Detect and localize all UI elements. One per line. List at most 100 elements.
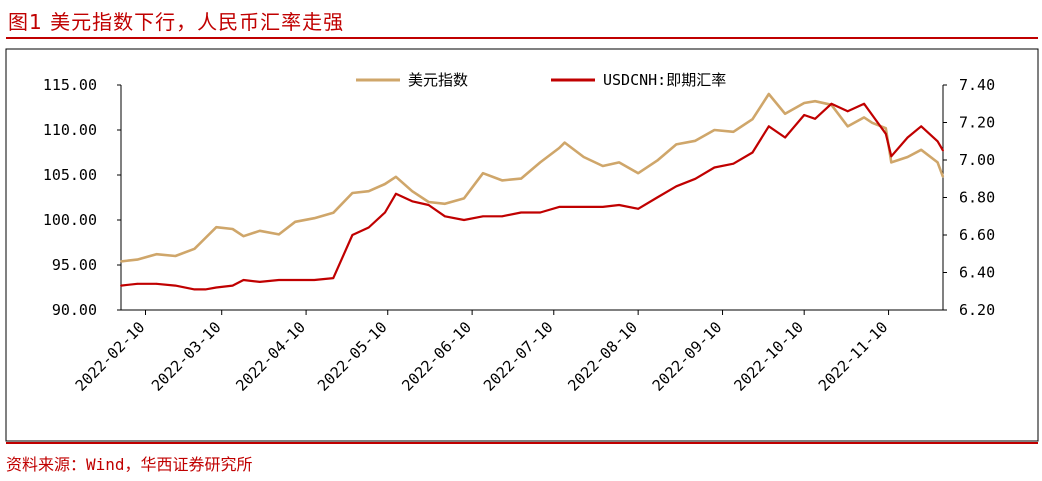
left-tick-label-5: 115.00 (43, 76, 97, 94)
x-tick-label-3: 2022-05-10 (314, 318, 391, 395)
series-1-point-45 (871, 114, 874, 116)
series-0-point-1 (136, 258, 139, 261)
series-1-point-7 (231, 284, 234, 287)
series-1-point-46 (884, 132, 887, 135)
series-1-point-47 (890, 155, 893, 158)
chart: 90.00 95.00 100.00 105.00 110.00 115.00 6.20 6.… (5, 48, 1039, 442)
series-1-point-18 (411, 200, 414, 203)
series-0-point-25 (539, 161, 542, 164)
series-1-point-19 (427, 204, 430, 206)
legend-label-1: USDCNH:即期汇率 (603, 71, 726, 89)
series-1-point-32 (656, 196, 659, 199)
series-0-point-14 (351, 192, 354, 194)
series-0-point-39 (784, 112, 786, 115)
series-1-point-30 (618, 204, 620, 206)
series-1-point-22 (482, 215, 484, 218)
x-tick-label-1: 2022-03-10 (148, 318, 225, 395)
series-0-point-51 (942, 175, 944, 178)
series-0-point-12 (313, 217, 316, 220)
series-0-point-3 (174, 255, 177, 257)
x-tick-label-9: 2022-11-10 (815, 318, 892, 395)
series-1-point-3 (174, 284, 177, 287)
series-1-point-15 (367, 226, 370, 229)
chart-series (120, 92, 945, 291)
chart-legend: 美元指数 USDCNH:即期汇率 (356, 71, 726, 89)
series-0-point-26 (558, 147, 561, 149)
series-0-point-17 (395, 175, 397, 178)
series-1-point-14 (351, 234, 354, 236)
series-0-point-21 (463, 197, 465, 200)
series-0-point-34 (694, 139, 697, 142)
series-1-point-21 (463, 219, 465, 221)
series-1-point-8 (242, 279, 245, 281)
series-0-point-16 (384, 183, 386, 185)
series-0-point-23 (501, 179, 503, 182)
series-1-point-1 (136, 282, 139, 285)
series-1-point-31 (637, 207, 640, 210)
series-0-point-50 (936, 161, 939, 164)
chart-axes: 90.00 95.00 100.00 105.00 110.00 115.00 6.20 6.… (5, 48, 1039, 442)
series-1-point-34 (694, 177, 697, 180)
series-1-point-2 (155, 282, 158, 285)
right-tick-label-2: 6.60 (959, 226, 995, 244)
series-1-point-41 (814, 117, 816, 120)
series-1-point-9 (258, 281, 261, 283)
series-1-point-10 (278, 279, 280, 281)
series-1-point-40 (803, 114, 806, 116)
series-0-point-36 (732, 130, 735, 133)
right-tick-label-3: 6.80 (959, 189, 995, 207)
source-note: 资料来源：Wind，华西证券研究所 (6, 455, 253, 474)
series-1-point-0 (120, 284, 122, 287)
series-0-point-47 (890, 161, 893, 164)
series-0-point-40 (803, 102, 806, 104)
series-1-point-43 (846, 110, 849, 113)
series-0-point-27 (563, 141, 566, 144)
series-0-point-6 (215, 226, 218, 229)
series-1-point-28 (582, 206, 585, 208)
figure-title: 图1 美元指数下行，人民币汇率走强 (8, 10, 345, 34)
series-0-point-2 (155, 253, 158, 256)
series-0-point-30 (618, 161, 620, 164)
series-0-point-35 (713, 129, 716, 131)
series-0-point-8 (242, 235, 245, 238)
series-0-point-10 (278, 233, 280, 236)
series-0-point-11 (294, 220, 297, 223)
top-rule (6, 37, 1038, 39)
x-tick-label-4: 2022-06-10 (398, 318, 475, 395)
series-1-point-27 (563, 206, 566, 208)
series-0-point-24 (520, 177, 522, 180)
series-0-point-37 (751, 118, 754, 121)
right-tick-label-4: 7.00 (959, 151, 995, 169)
series-1-point-4 (193, 288, 196, 291)
x-tick-label-6: 2022-08-10 (564, 318, 641, 395)
series-0-point-4 (193, 247, 196, 250)
x-tick-label-0: 2022-02-10 (72, 318, 149, 395)
series-0-point-38 (767, 93, 770, 95)
series-1-point-24 (520, 211, 522, 214)
series-0-point-7 (231, 228, 234, 230)
series-1-point-50 (936, 140, 939, 143)
series-0-point-46 (884, 127, 887, 130)
bottom-rule (6, 442, 1038, 444)
left-tick-label-0: 90.00 (52, 301, 97, 319)
series-0-point-33 (675, 143, 678, 146)
series-1-point-44 (863, 102, 865, 105)
series-line-1 (120, 102, 944, 291)
series-line-0 (120, 92, 945, 263)
chart-frame (5, 48, 1039, 442)
series-1-point-51 (942, 149, 944, 152)
series-1-point-36 (732, 162, 735, 165)
x-tick-label-8: 2022-10-10 (730, 318, 807, 395)
x-tick-label-7: 2022-09-10 (649, 318, 726, 395)
x-tick-label-2: 2022-04-10 (232, 318, 309, 395)
series-0-point-13 (332, 211, 335, 214)
series-1-point-39 (784, 136, 786, 139)
series-1-point-48 (906, 136, 909, 139)
series-1-point-11 (294, 279, 297, 281)
series-0-point-22 (482, 172, 484, 175)
series-0-point-29 (601, 165, 604, 167)
series-0-point-28 (582, 156, 585, 158)
series-1-point-35 (713, 166, 716, 169)
left-tick-label-3: 105.00 (43, 166, 97, 184)
legend-label-0: 美元指数 (408, 71, 468, 89)
